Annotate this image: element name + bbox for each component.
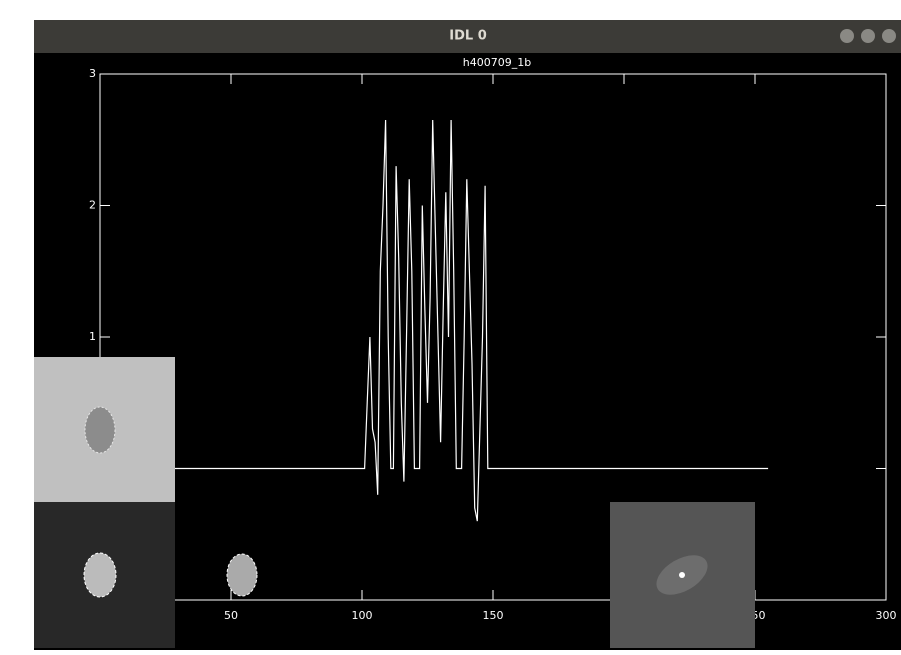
image-blob: [227, 554, 257, 596]
y-tick-label: 1: [89, 330, 96, 343]
window: IDL 0 h400709_1b 050100150200250300-1012…: [0, 0, 901, 655]
close-button[interactable]: [882, 29, 896, 43]
y-tick-label: 2: [89, 199, 96, 212]
x-tick-label: 100: [352, 609, 373, 622]
image-spot: [679, 572, 685, 578]
chart-title: h400709_1b: [463, 56, 531, 69]
window-title: IDL 0: [449, 29, 486, 44]
x-tick-label: 300: [876, 609, 897, 622]
x-tick-label: 50: [224, 609, 238, 622]
y-tick-label: 3: [89, 67, 96, 80]
maximize-button[interactable]: [861, 29, 875, 43]
page: {"window": {"title": "IDL 0"}, "chart_da…: [0, 0, 901, 655]
image-blob: [84, 553, 116, 597]
image-blob: [85, 407, 115, 453]
x-tick-label: 150: [483, 609, 504, 622]
minimize-button[interactable]: [840, 29, 854, 43]
